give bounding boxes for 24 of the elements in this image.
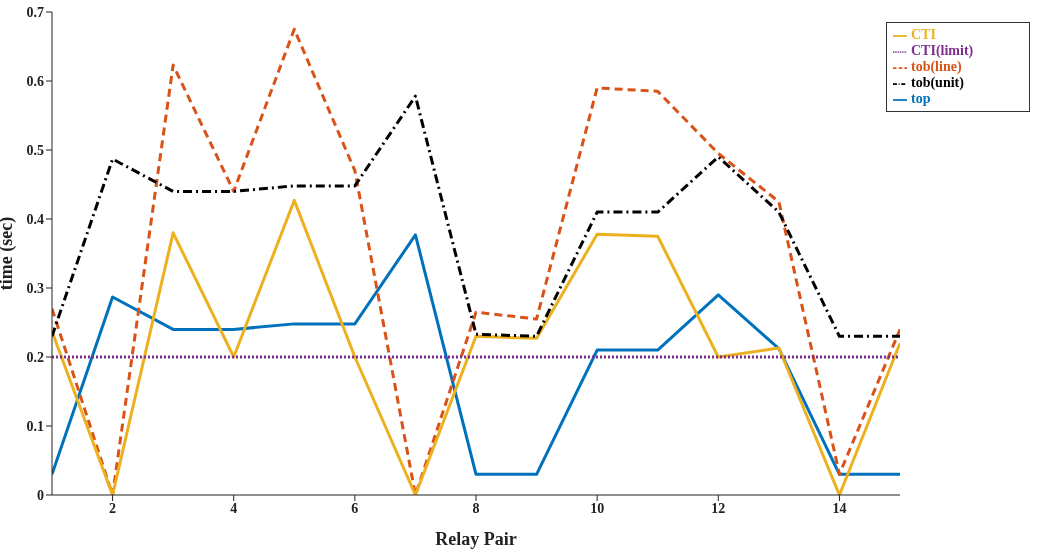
x-tick-label: 12	[711, 500, 726, 516]
y-tick-label: 0.2	[26, 349, 44, 365]
legend-label: CTI(limit)	[911, 43, 974, 58]
y-tick-label: 0.1	[26, 418, 44, 434]
x-tick-label: 6	[351, 500, 359, 516]
legend-label: top	[911, 91, 931, 106]
x-tick-label: 10	[590, 500, 605, 516]
x-tick-label: 14	[832, 500, 847, 516]
x-tick-label: 4	[230, 500, 238, 516]
y-tick-label: 0.7	[26, 4, 44, 20]
x-tick-label: 2	[109, 500, 117, 516]
y-tick-label: 0	[37, 487, 44, 503]
line-series	[52, 94, 900, 338]
y-tick-label: 0.5	[26, 142, 44, 158]
legend-label: tob(line)	[911, 59, 962, 74]
legend-label: tob(unit)	[911, 75, 964, 90]
y-tick-label: 0.3	[26, 280, 44, 296]
line-series	[52, 233, 900, 476]
y-axis-title: time (sec)	[0, 216, 18, 291]
y-tick-label: 0.4	[26, 211, 44, 227]
x-tick-label: 8	[472, 500, 480, 516]
legend-label: CTI	[911, 27, 936, 42]
x-axis-title: Relay Pair	[435, 529, 517, 549]
y-tick-label: 0.6	[26, 73, 44, 89]
